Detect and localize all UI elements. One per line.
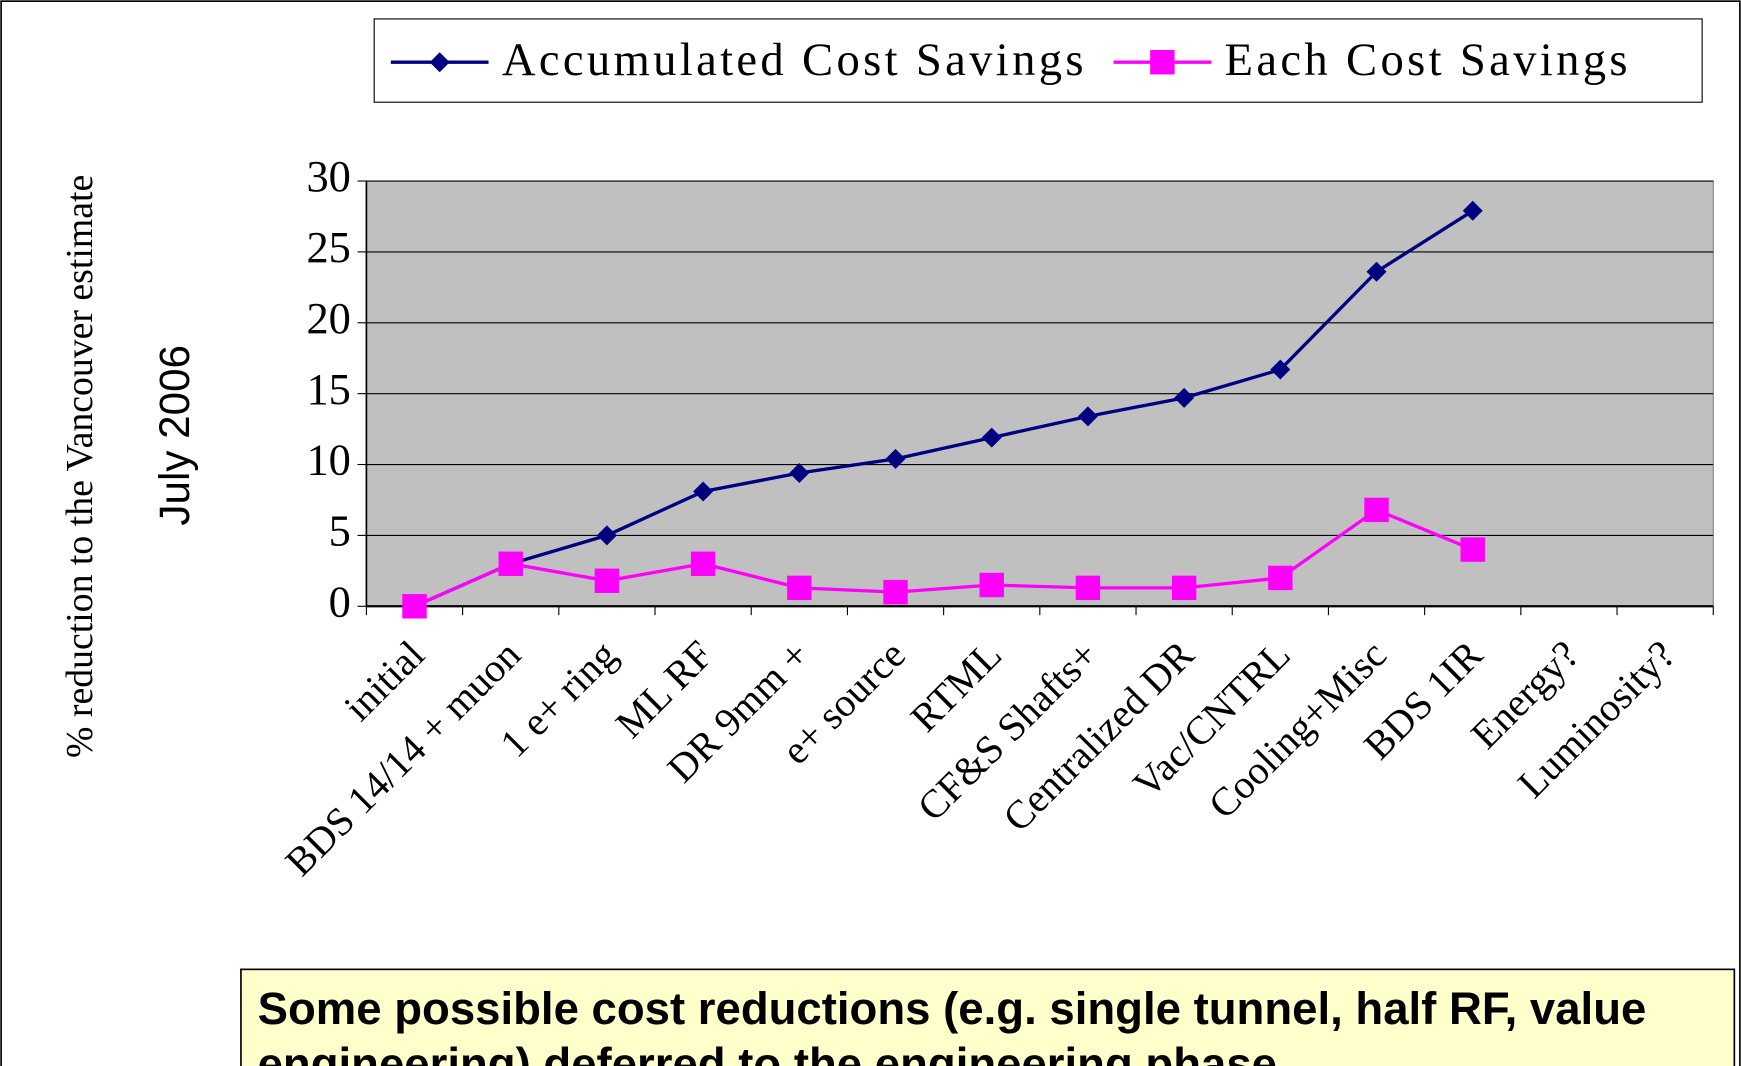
annotation: Some possible cost reductions (e.g. sing… [257,982,1647,1066]
point [883,579,908,605]
point [1366,261,1387,282]
y-tick-label: 0 [329,576,351,626]
y-tick-label: 10 [306,435,350,485]
point [1174,387,1195,408]
point [1460,537,1485,562]
y-tick-label: 30 [306,151,350,201]
annotation-box [240,968,1736,1066]
point [1075,575,1101,601]
point [402,594,427,619]
legend-label: Accumulated Cost Savings [502,34,1087,86]
annotation-wrap: Some possible cost reductions (e.g. sing… [257,982,1647,1066]
point [787,575,812,601]
point [789,463,810,484]
point [885,448,906,469]
point [1268,565,1293,591]
y-axis-label: % reduction to the Vancouver estimate [59,175,101,758]
y-tick-label: 5 [329,506,351,556]
legend-marker [1150,50,1175,75]
point [690,551,716,576]
point [979,572,1004,598]
y-tick-label: 20 [306,293,350,343]
y-tick-label: 25 [306,222,350,272]
series-line [413,508,1474,608]
point [594,568,620,593]
series-line [413,209,1474,608]
point [1462,200,1483,221]
y-tick-label: 15 [306,364,350,414]
y-axis-label-2: July 2006 [151,345,198,526]
point [1171,575,1197,601]
legend-box [373,18,1703,103]
point [498,551,523,576]
legend-label: Each Cost Savings [1225,34,1631,86]
point [1270,359,1291,380]
point [1364,497,1389,523]
